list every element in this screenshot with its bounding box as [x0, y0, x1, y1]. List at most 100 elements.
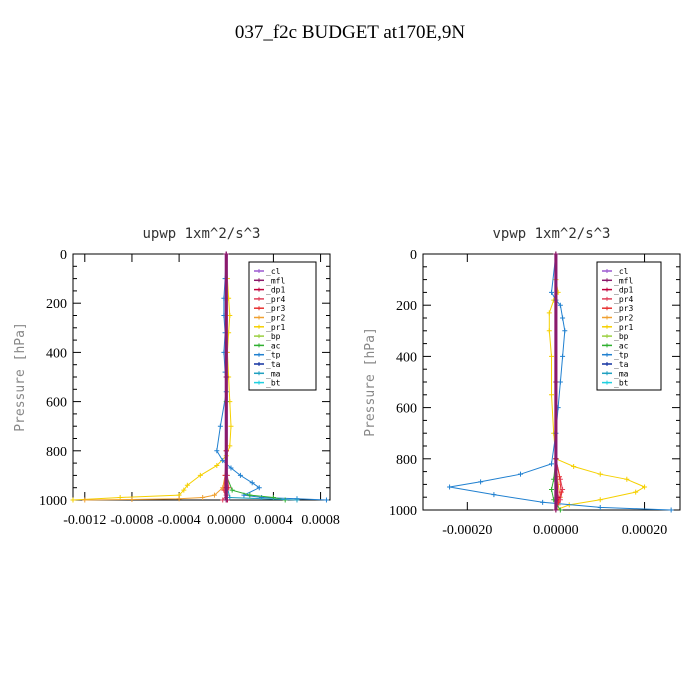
data-point-ac	[557, 507, 563, 513]
series-line-pr1	[72, 253, 232, 501]
data-point-ac	[229, 487, 235, 493]
data-point-pr3	[558, 489, 564, 495]
data-point-tp	[517, 471, 523, 477]
data-point-pr2	[200, 495, 206, 501]
legend-marker	[257, 371, 261, 376]
legend-marker	[605, 343, 609, 348]
chart-panel-1: upwp 1xm^2/s^3 Pressure [hPa] 0 200 400 600 80…	[13, 226, 340, 528]
data-point-tp	[323, 497, 329, 503]
data-point-tp	[447, 484, 453, 490]
y-tick-label: 400	[46, 346, 67, 361]
data-point-pr1	[624, 476, 630, 482]
data-point-pr1	[228, 423, 234, 429]
legend-marker	[605, 269, 609, 273]
legend-marker	[257, 343, 261, 348]
legend-box	[596, 261, 662, 391]
data-point-pr3	[556, 474, 562, 480]
data-point-tp	[557, 379, 563, 385]
legend-marker	[605, 352, 609, 357]
legend-label: _mfl	[614, 276, 633, 285]
legend-marker	[257, 306, 261, 311]
data-point-tp	[549, 461, 554, 467]
legend-label: _pr4	[614, 295, 633, 304]
data-point-tp	[478, 479, 484, 485]
data-point-pr1	[642, 484, 648, 490]
data-point-tp	[597, 504, 603, 510]
legend-label: _pr1	[614, 323, 633, 332]
legend-label: _ac	[266, 341, 281, 350]
data-point-mfl	[553, 251, 559, 257]
x-tick-label: 0.00000	[533, 523, 579, 538]
data-point-pr1	[597, 471, 603, 477]
legend-marker	[257, 269, 261, 273]
legend-label: _cl	[614, 267, 629, 276]
series-line-pr2	[84, 254, 227, 501]
legend-marker	[605, 287, 609, 292]
legend-label: _ta	[614, 360, 629, 369]
data-point-pr1	[549, 353, 554, 359]
legend-marker	[605, 278, 609, 283]
legend-marker	[605, 306, 609, 311]
data-point-tp	[491, 492, 497, 498]
legend-label: _pr3	[266, 304, 285, 313]
legend-marker	[605, 362, 609, 366]
x-tick-label: 0.00020	[622, 523, 668, 538]
data-point-pr1	[197, 472, 203, 478]
y-tick-label: 0	[60, 248, 67, 263]
legend-label: _dp1	[614, 286, 633, 295]
legend-label: _bt	[614, 379, 629, 388]
data-point-tp	[214, 448, 220, 454]
legend-marker	[257, 287, 261, 292]
data-point-tp	[560, 315, 566, 321]
y-tick-label: 600	[396, 402, 417, 417]
legend-marker	[605, 371, 609, 376]
data-point-mfl	[553, 379, 559, 385]
chart-title: upwp 1xm^2/s^3	[142, 226, 260, 242]
data-point-tp	[560, 353, 566, 359]
data-point-tp	[249, 480, 255, 486]
legend-label: _bt	[266, 379, 281, 388]
x-tick-label: 0.0008	[301, 513, 340, 528]
x-tick-label: 0.0004	[254, 513, 293, 528]
data-point-pr1	[70, 497, 76, 503]
legend-marker	[257, 324, 261, 329]
data-point-mfl	[553, 507, 559, 513]
y-tick-label: 800	[396, 453, 417, 468]
data-point-mfl	[223, 374, 229, 380]
y-tick-label: 1000	[389, 504, 417, 519]
data-point-mfl	[223, 251, 229, 257]
legend-marker	[605, 296, 609, 301]
legend-marker	[605, 380, 609, 385]
data-point-pr1	[227, 313, 233, 318]
legend-label: _bp	[266, 332, 281, 341]
page-title: 037_f2c BUDGET at170E,9N	[234, 22, 466, 43]
legend-box	[248, 261, 317, 391]
legend-marker	[257, 380, 261, 385]
x-tick-label: -0.0004	[158, 513, 201, 528]
x-tick-label: 0.0000	[207, 513, 246, 528]
data-point-ma	[294, 497, 300, 503]
data-point-tp	[540, 499, 546, 505]
y-axis-label: Pressure [hPa]	[13, 322, 28, 432]
x-tick-label: -0.00020	[442, 523, 492, 538]
data-point-pr1	[571, 463, 577, 469]
legend-label: _pr4	[266, 295, 285, 304]
legend-label: _pr2	[614, 314, 633, 323]
x-tick-label: -0.0008	[110, 513, 153, 528]
data-point-ma	[227, 495, 233, 501]
legend-label: _pr1	[266, 323, 285, 332]
legend-marker	[257, 296, 261, 301]
legend-label: _dp1	[266, 286, 285, 295]
data-point-pr1	[227, 443, 233, 449]
y-tick-label: 800	[46, 445, 67, 460]
legend: _cl_mfl_dp1_pr4_pr3_pr2_pr1_bp_ac_tp_ta_…	[248, 261, 317, 391]
data-point-pr1	[181, 487, 187, 493]
y-tick-label: 600	[46, 396, 67, 411]
data-point-pr1	[546, 328, 552, 334]
data-point-ac	[549, 487, 554, 493]
data-point-pr2	[211, 492, 217, 498]
y-tick-label: 0	[410, 248, 417, 263]
legend-marker	[257, 278, 261, 283]
legend-label: _pr2	[266, 314, 285, 323]
